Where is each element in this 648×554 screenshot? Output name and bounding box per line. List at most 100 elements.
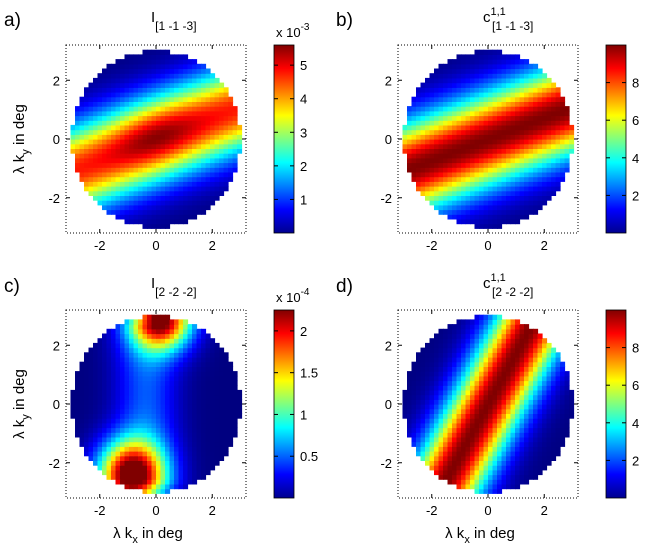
heatmap-cell (160, 223, 166, 229)
heatmap-cell (411, 167, 417, 173)
heatmap-cell (160, 87, 166, 93)
heatmap-cell (461, 469, 467, 476)
heatmap-cell (407, 418, 413, 424)
heatmap-cell (165, 479, 171, 485)
heatmap-cell (196, 436, 202, 443)
heatmap-cell (196, 120, 202, 126)
heatmap-cell (479, 214, 485, 220)
heatmap-cell (510, 204, 516, 211)
heatmap-cell (97, 101, 103, 107)
heatmap-cell (201, 352, 207, 358)
heatmap-cell (156, 59, 162, 65)
heatmap-cell (97, 106, 103, 112)
heatmap-cell (461, 195, 467, 201)
heatmap-cell (411, 115, 417, 121)
heatmap-cell (420, 101, 426, 107)
heatmap-cell (169, 328, 175, 335)
heatmap-cell (438, 408, 444, 414)
heatmap-cell (156, 446, 162, 452)
heatmap-cell (560, 361, 566, 367)
heatmap-cell (97, 413, 103, 419)
heatmap-cell (169, 399, 175, 405)
heatmap-cell (165, 181, 171, 187)
heatmap-cell (210, 101, 216, 107)
heatmap-cell (214, 427, 220, 433)
heatmap-cell (102, 357, 108, 363)
heatmap-cell (515, 324, 521, 330)
heatmap-cell (447, 451, 453, 457)
heatmap-cell (174, 120, 180, 126)
heatmap-cell (452, 361, 458, 367)
heatmap-cell (447, 195, 453, 201)
heatmap-cell (407, 162, 413, 168)
heatmap-cell (533, 176, 539, 182)
heatmap-cell (223, 124, 229, 131)
heatmap-cell (205, 352, 211, 358)
heatmap-cell (416, 134, 422, 140)
heatmap-cell (524, 63, 530, 70)
heatmap-cell (196, 352, 202, 358)
heatmap-cell (456, 347, 462, 353)
heatmap-cell (160, 455, 166, 461)
heatmap-cell (470, 176, 476, 182)
heatmap-cell (196, 380, 202, 386)
heatmap-cell (111, 427, 117, 433)
heatmap-cell (524, 446, 530, 452)
heatmap-cell (506, 380, 512, 386)
heatmap-cell (438, 204, 444, 211)
heatmap-cell (488, 124, 494, 131)
heatmap-cell (456, 157, 462, 164)
heatmap-cell (214, 162, 220, 168)
heatmap-cell (456, 68, 462, 74)
heatmap-cell (474, 129, 480, 135)
heatmap-cell (524, 143, 530, 149)
heatmap-cell (142, 427, 148, 433)
heatmap-cell (524, 77, 530, 84)
heatmap-cell (488, 101, 494, 107)
heatmap-cell (528, 153, 534, 159)
heatmap-cell (537, 157, 543, 164)
heatmap-cell (174, 469, 180, 476)
heatmap-cell (425, 190, 431, 196)
heatmap-cell (129, 54, 135, 60)
heatmap-cell (138, 366, 144, 372)
heatmap-cell (501, 469, 507, 476)
heatmap-cell (169, 92, 175, 98)
heatmap-cell (465, 441, 471, 447)
heatmap-cell (443, 77, 449, 84)
heatmap-cell (456, 319, 462, 325)
heatmap-cell (551, 352, 557, 358)
heatmap-cell (97, 82, 103, 88)
heatmap-cell (165, 143, 171, 149)
heatmap-cell (447, 68, 453, 74)
heatmap-cell (501, 92, 507, 98)
heatmap-cell (187, 371, 193, 377)
heatmap-cell (147, 469, 153, 476)
heatmap-cell (169, 375, 175, 382)
heatmap-cell (192, 162, 198, 168)
heatmap-cell (223, 153, 229, 159)
heatmap-cell (528, 399, 534, 405)
heatmap-cell (196, 124, 202, 131)
heatmap-cell (470, 143, 476, 149)
heatmap-cell (551, 451, 557, 457)
heatmap-cell (452, 357, 458, 363)
heatmap-cell (210, 399, 216, 405)
heatmap-cell (120, 167, 126, 173)
heatmap-cell (452, 176, 458, 182)
heatmap-cell (156, 101, 162, 107)
heatmap-cell (133, 455, 139, 461)
heatmap-cell (434, 92, 440, 98)
heatmap-cell (147, 465, 153, 471)
heatmap-cell (479, 418, 485, 424)
heatmap-cell (205, 465, 211, 471)
heatmap-cell (174, 399, 180, 405)
heatmap-cell (537, 389, 543, 396)
heatmap-cell (501, 59, 507, 65)
heatmap-cell (192, 408, 198, 414)
heatmap-cell (497, 371, 503, 377)
heatmap-cell (93, 106, 99, 112)
heatmap-cell (214, 148, 220, 154)
heatmap-cell (470, 106, 476, 112)
heatmap-cell (564, 124, 570, 131)
